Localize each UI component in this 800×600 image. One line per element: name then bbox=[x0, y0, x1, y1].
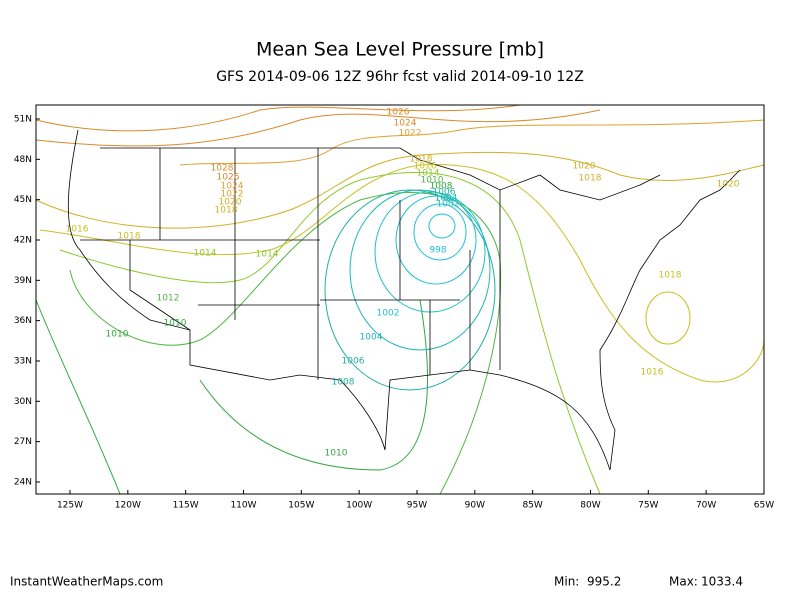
lat-label: 39N bbox=[14, 276, 32, 286]
lon-label: 80W bbox=[580, 501, 600, 511]
contour-label: 1014 bbox=[194, 249, 217, 259]
contour-label: 1022 bbox=[221, 190, 244, 200]
contour-label: 1010 bbox=[421, 176, 444, 186]
lat-label: 27N bbox=[14, 437, 32, 447]
subtitle: GFS 2014-09-06 12Z 96hr fcst valid 2014-… bbox=[216, 69, 584, 85]
contour bbox=[413, 203, 467, 261]
lon-label: 110W bbox=[230, 501, 256, 511]
contour-label: 1002 bbox=[437, 200, 460, 210]
lat-label: 30N bbox=[14, 397, 32, 407]
contour-label: 1016 bbox=[414, 162, 437, 172]
border bbox=[100, 147, 661, 201]
max-label: Max: bbox=[669, 575, 698, 589]
contour bbox=[428, 213, 456, 239]
contour-label: 1008 bbox=[430, 182, 453, 192]
contour-label: 1024 bbox=[394, 119, 417, 129]
contour-label: 1014 bbox=[256, 250, 279, 260]
coastline bbox=[67, 129, 741, 471]
lat-label: 51N bbox=[14, 115, 32, 125]
site: InstantWeatherMaps.com bbox=[10, 575, 163, 589]
axes: 51N 48N 45N 42N 39N 36N 33N 30N 27N 24N 125W 120W 11… bbox=[14, 115, 774, 511]
contour-label: 998 bbox=[429, 246, 446, 256]
lon-label: 90W bbox=[465, 501, 485, 511]
max-value: 1033.4 bbox=[701, 575, 743, 589]
state-lines bbox=[80, 148, 501, 380]
lat-label: 42N bbox=[14, 235, 32, 245]
contour-labels: 1026102410221028102610241022102010181018… bbox=[66, 108, 740, 459]
contour bbox=[59, 172, 601, 495]
min-label: Min: bbox=[554, 575, 579, 589]
contour-label: 1020 bbox=[573, 162, 596, 172]
contour-label: 1006 bbox=[342, 357, 365, 367]
lat-label: 33N bbox=[14, 356, 32, 366]
lon-label: 85W bbox=[522, 501, 542, 511]
lon-label: 95W bbox=[407, 501, 427, 511]
contour-label: 1010 bbox=[106, 330, 129, 340]
lon-label: 75W bbox=[638, 501, 658, 511]
contour bbox=[645, 291, 691, 345]
contour-label: 1026 bbox=[387, 108, 410, 118]
map-frame bbox=[35, 104, 765, 495]
contour-label: 1020 bbox=[219, 198, 242, 208]
lat-label: 24N bbox=[14, 477, 32, 487]
contour bbox=[39, 163, 765, 383]
contour bbox=[35, 104, 521, 132]
contour-label: 1004 bbox=[360, 333, 383, 343]
contour-label: 1026 bbox=[217, 173, 240, 183]
contour bbox=[395, 195, 477, 285]
contour-label: 1014 bbox=[417, 169, 440, 179]
contour-label: 1010 bbox=[164, 319, 187, 329]
contour bbox=[35, 299, 429, 495]
contour bbox=[324, 189, 496, 391]
contour-label: 1018 bbox=[118, 232, 141, 242]
lon-label: 105W bbox=[288, 501, 314, 511]
contour bbox=[35, 109, 601, 147]
contour bbox=[349, 189, 491, 351]
contour-label: 1018 bbox=[215, 206, 238, 216]
boundaries bbox=[67, 129, 741, 471]
lat-label: 45N bbox=[14, 195, 32, 205]
contour-label: 1010 bbox=[325, 449, 348, 459]
contour-label: 1018 bbox=[410, 155, 433, 165]
contour-label: 1020 bbox=[717, 180, 740, 190]
contours bbox=[35, 104, 765, 495]
title: Mean Sea Level Pressure [mb] bbox=[256, 39, 544, 61]
contour-label: 1028 bbox=[211, 164, 234, 174]
contour-label: 1022 bbox=[399, 129, 422, 139]
lon-label: 65W bbox=[754, 501, 774, 511]
contour-label: 1016 bbox=[66, 225, 89, 235]
contour bbox=[35, 151, 765, 229]
lon-label: 100W bbox=[346, 501, 372, 511]
lon-label: 70W bbox=[696, 501, 716, 511]
contour-label: 1006 bbox=[433, 188, 456, 198]
contour-label: 1018 bbox=[579, 174, 602, 184]
contour bbox=[179, 119, 765, 166]
contour bbox=[69, 192, 502, 495]
lat-label: 36N bbox=[14, 316, 32, 326]
min-value: 995.2 bbox=[587, 575, 621, 589]
lat-label: 48N bbox=[14, 155, 32, 165]
contour-label: 1016 bbox=[641, 368, 664, 378]
contour-label: 1008 bbox=[332, 378, 355, 388]
lon-label: 115W bbox=[173, 501, 199, 511]
lon-label: 120W bbox=[115, 501, 141, 511]
contour-label: 1024 bbox=[221, 182, 244, 192]
contour-label: 1004 bbox=[435, 194, 458, 204]
contour-label: 1012 bbox=[157, 294, 180, 304]
lon-label: 125W bbox=[57, 501, 83, 511]
contour-label: 1018 bbox=[659, 271, 682, 281]
contour-label: 1002 bbox=[377, 309, 400, 319]
